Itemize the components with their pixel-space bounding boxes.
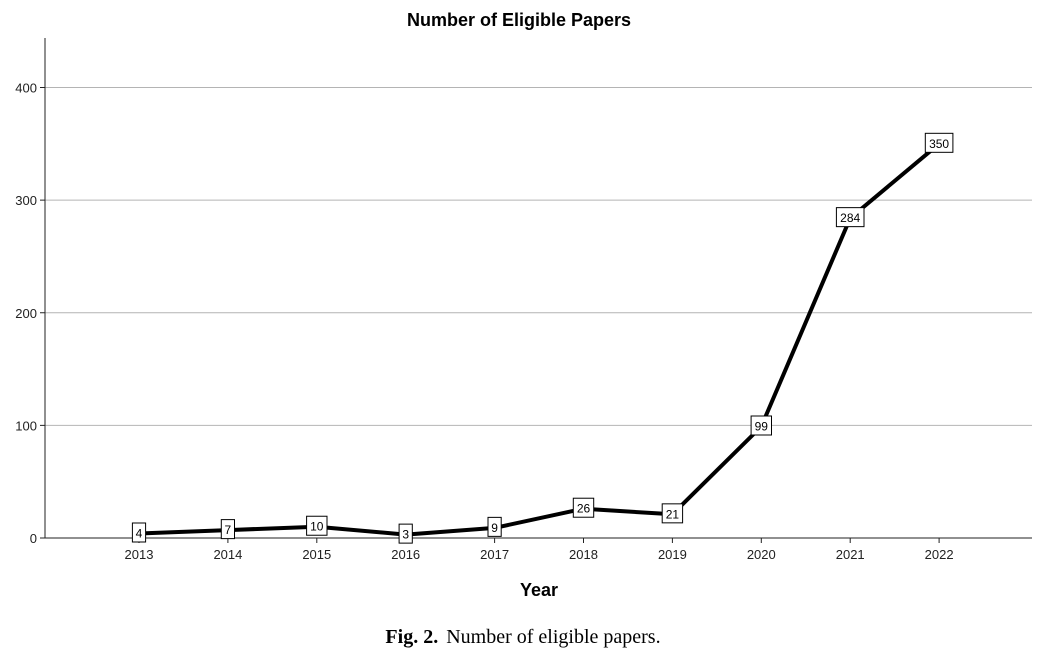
data-label-text: 7 xyxy=(225,523,232,537)
x-tick-label: 2016 xyxy=(391,547,420,562)
data-label-text: 26 xyxy=(577,502,591,516)
chart-title: Number of Eligible Papers xyxy=(407,10,631,30)
data-label-box xyxy=(306,515,328,536)
y-tick-label: 200 xyxy=(15,306,37,321)
x-tick-label: 2022 xyxy=(925,547,954,562)
grid-lines xyxy=(45,87,1032,426)
data-labels: 4 7 10 3 9 26 21 99 284 350 xyxy=(131,132,954,544)
series-line xyxy=(137,141,942,537)
data-label-box xyxy=(835,207,865,228)
data-label-box xyxy=(661,503,684,524)
data-label-text: 3 xyxy=(402,528,409,542)
data-label-text: 10 xyxy=(310,520,324,534)
x-axis-title: Year xyxy=(520,580,558,600)
data-label: 99 xyxy=(750,415,772,436)
data-label-box xyxy=(131,522,147,543)
data-label: 284 xyxy=(835,207,865,228)
data-label-box xyxy=(398,523,413,544)
data-label-text: 350 xyxy=(929,137,949,151)
x-tick-label: 2019 xyxy=(658,547,687,562)
x-axis-ticks: 2013 2014 2015 2016 2017 2018 2019 2020 2021 2022 xyxy=(125,538,954,562)
x-tick-label: 2020 xyxy=(747,547,776,562)
x-tick-label: 2018 xyxy=(569,547,598,562)
data-label-box xyxy=(924,132,954,153)
data-label-text: 99 xyxy=(755,420,769,434)
y-tick-label: 100 xyxy=(15,418,37,433)
data-label: 3 xyxy=(398,523,413,544)
x-tick-label: 2015 xyxy=(302,547,331,562)
data-label: 9 xyxy=(487,516,502,537)
data-label-box xyxy=(220,519,236,540)
data-label: 350 xyxy=(924,132,954,153)
x-tick-label: 2013 xyxy=(125,547,154,562)
data-label: 21 xyxy=(661,503,684,524)
y-tick-label: 300 xyxy=(15,193,37,208)
data-label: 7 xyxy=(220,519,236,540)
caption-label: Fig. 2. xyxy=(385,626,439,648)
x-tick-label: 2017 xyxy=(480,547,509,562)
data-label-box xyxy=(750,415,772,436)
data-label-text: 284 xyxy=(840,211,860,225)
data-label-text: 9 xyxy=(491,521,498,535)
data-label-text: 4 xyxy=(136,526,143,540)
y-axis-ticks: 0 100 200 300 400 xyxy=(15,81,45,546)
figure-caption: Fig. 2. Number of eligible papers. xyxy=(0,626,1046,649)
data-label-text: 21 xyxy=(666,507,680,521)
data-label-box xyxy=(572,497,595,518)
x-tick-label: 2021 xyxy=(836,547,865,562)
data-label: 10 xyxy=(306,515,328,536)
caption-text: Number of eligible papers. xyxy=(446,626,661,648)
y-tick-label: 400 xyxy=(15,81,37,96)
data-label-box xyxy=(487,516,502,537)
x-tick-label: 2014 xyxy=(213,547,242,562)
data-label: 4 xyxy=(131,522,147,543)
data-label: 26 xyxy=(572,497,595,518)
y-tick-label: 0 xyxy=(30,531,37,546)
series xyxy=(137,141,942,537)
